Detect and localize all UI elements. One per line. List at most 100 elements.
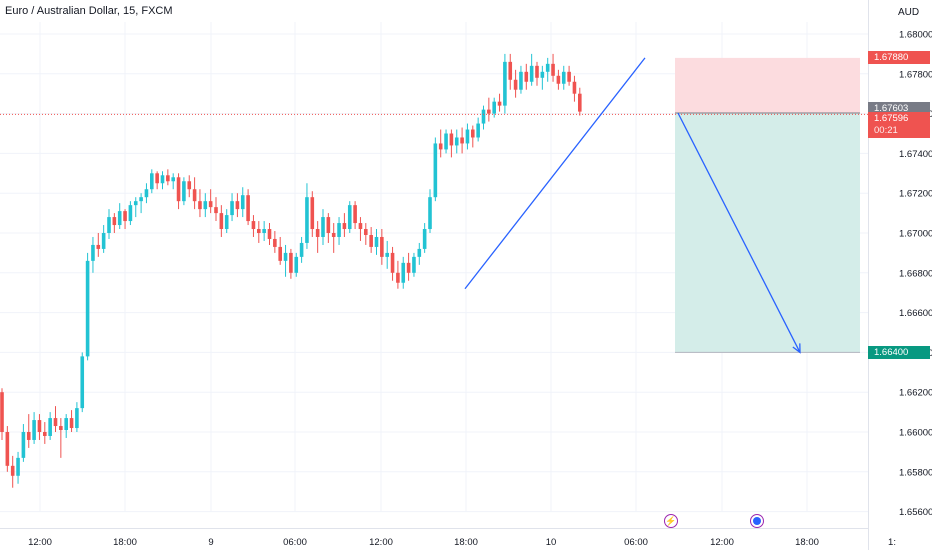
candle-body bbox=[540, 71, 545, 78]
candle-body bbox=[251, 221, 256, 230]
x-tick-label: 12:00 bbox=[710, 537, 734, 548]
candle-body bbox=[155, 173, 159, 184]
candle-body bbox=[481, 109, 486, 124]
x-tick-label: 12:00 bbox=[369, 537, 393, 548]
candle-body bbox=[224, 215, 229, 230]
candle-body bbox=[460, 137, 464, 144]
candle-body bbox=[326, 217, 331, 233]
candle-body bbox=[519, 71, 523, 90]
candle-body bbox=[289, 252, 293, 273]
candle-body bbox=[529, 65, 534, 82]
candle-body bbox=[412, 256, 416, 273]
candle-body bbox=[96, 244, 101, 249]
candle-body bbox=[567, 71, 571, 82]
candle-body bbox=[417, 248, 422, 257]
candle-body bbox=[69, 418, 74, 429]
candles bbox=[0, 53, 582, 488]
candle-body bbox=[347, 205, 352, 230]
current-price-tag: 1.67596 00:21 bbox=[868, 112, 930, 139]
candle-body bbox=[428, 197, 432, 230]
candle-body bbox=[150, 173, 154, 190]
target-price-tag: 1.66400 bbox=[868, 345, 930, 359]
candle-body bbox=[380, 236, 384, 257]
candle-body bbox=[187, 181, 192, 190]
candle-body bbox=[449, 133, 454, 146]
candle-body bbox=[257, 229, 261, 233]
candle-body bbox=[315, 229, 320, 237]
y-tick-label: 1.66600 bbox=[899, 308, 932, 319]
candle-body bbox=[273, 238, 277, 247]
candle-body bbox=[545, 63, 550, 72]
candle-body bbox=[171, 177, 175, 182]
candle-body bbox=[299, 242, 304, 257]
candle-body bbox=[235, 201, 240, 210]
candle-body bbox=[262, 229, 266, 233]
candle-body bbox=[471, 129, 475, 138]
y-tick-label: 1.67200 bbox=[899, 189, 932, 200]
x-tick-label: 18:00 bbox=[454, 537, 478, 548]
projection-arrow bbox=[677, 112, 801, 353]
y-tick-label: 1.67800 bbox=[899, 69, 932, 80]
candle-body bbox=[374, 236, 379, 247]
candle-body bbox=[198, 201, 202, 210]
candle-body bbox=[80, 356, 85, 409]
candle-body bbox=[53, 418, 58, 427]
candle-body bbox=[10, 465, 15, 476]
bar-countdown: 00:21 bbox=[874, 125, 898, 137]
candle-body bbox=[16, 457, 20, 476]
candle-body bbox=[91, 244, 95, 261]
candle-body bbox=[561, 71, 566, 84]
candle-body bbox=[112, 217, 117, 226]
y-tick-label: 1.66000 bbox=[899, 428, 932, 439]
take-profit-zone bbox=[675, 113, 860, 353]
candle-body bbox=[182, 181, 186, 202]
x-tick-label: 18:00 bbox=[113, 537, 137, 548]
candle-body bbox=[433, 143, 438, 198]
projection-arrow-head bbox=[792, 343, 801, 354]
candle-body bbox=[535, 65, 539, 78]
candle-body bbox=[5, 432, 10, 466]
stop-price-tag: 1.67880 bbox=[868, 51, 930, 65]
candle-body bbox=[64, 418, 68, 431]
candle-body bbox=[43, 432, 47, 436]
candle-body bbox=[160, 175, 165, 184]
candle-body bbox=[267, 229, 272, 239]
candle-body bbox=[497, 101, 502, 106]
candle-body bbox=[208, 201, 213, 208]
candle-body bbox=[513, 79, 518, 90]
candle-body bbox=[214, 207, 218, 214]
candle-body bbox=[337, 223, 341, 237]
candle-body bbox=[385, 252, 389, 257]
x-tick-label: 06:00 bbox=[283, 537, 307, 548]
currency-label: AUD bbox=[898, 7, 920, 18]
candle-body bbox=[128, 205, 133, 222]
lightning-icon[interactable]: ⚡ bbox=[664, 514, 678, 528]
candle-body bbox=[294, 256, 299, 273]
candle-body bbox=[0, 392, 4, 432]
candle-body bbox=[176, 177, 181, 202]
candle-body bbox=[85, 260, 90, 357]
candle-body bbox=[492, 101, 496, 114]
x-tick-label: 06:00 bbox=[624, 537, 648, 548]
candle-body bbox=[144, 189, 149, 198]
y-tick-label: 1.66800 bbox=[899, 268, 932, 279]
candle-body bbox=[406, 262, 411, 273]
candle-body bbox=[454, 137, 459, 146]
candle-body bbox=[305, 197, 309, 243]
candle-body bbox=[123, 211, 127, 222]
candle-body bbox=[364, 229, 368, 235]
candle-body bbox=[396, 272, 400, 283]
candle-body bbox=[487, 109, 491, 114]
candle-body bbox=[508, 61, 513, 80]
candle-body bbox=[101, 233, 106, 249]
candle-body bbox=[465, 129, 470, 144]
drawings bbox=[0, 57, 868, 354]
candle-body bbox=[133, 201, 138, 206]
chart-title: Euro / Australian Dollar, 15, FXCM bbox=[5, 5, 173, 17]
flag-icon[interactable] bbox=[750, 514, 764, 528]
candle-body bbox=[26, 432, 31, 440]
candle-body bbox=[240, 195, 245, 210]
candle-body bbox=[75, 408, 79, 429]
